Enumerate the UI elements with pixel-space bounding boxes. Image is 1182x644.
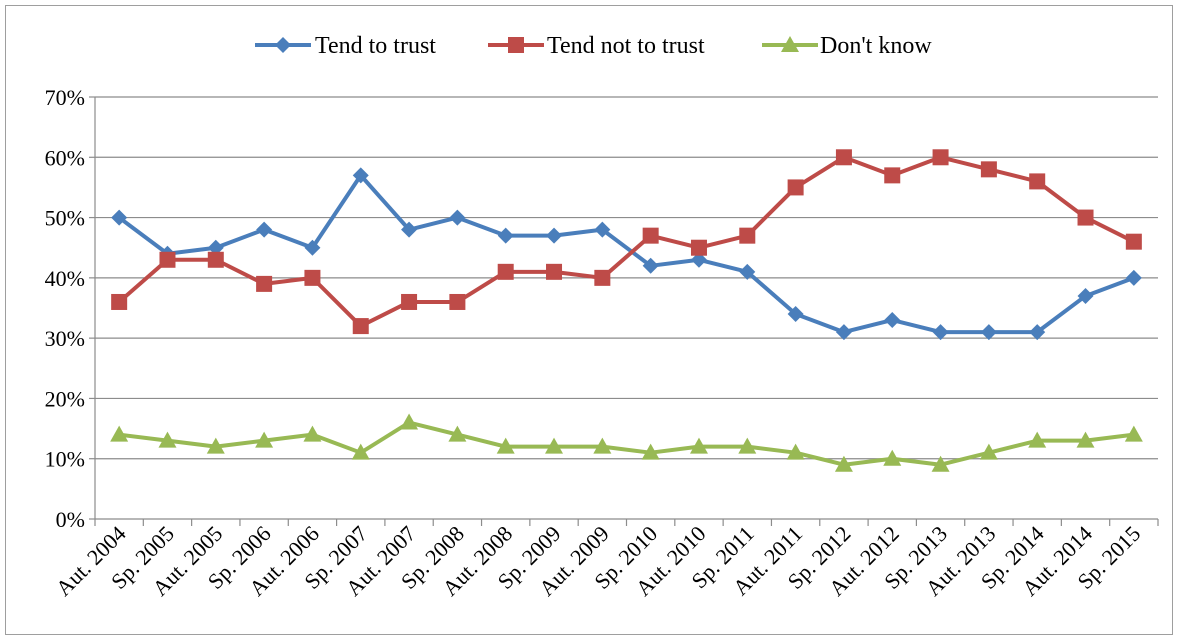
tend-not-to-trust-point — [884, 167, 901, 184]
tend-not-to-trust-point — [449, 293, 466, 310]
tend-not-to-trust-point — [690, 239, 707, 256]
tend-to-trust-point — [256, 221, 273, 238]
y-tick-label: 30% — [45, 326, 85, 351]
tend-to-trust-point — [207, 239, 224, 256]
tend-to-trust-point — [546, 227, 563, 244]
tend-not-to-trust-point — [1029, 173, 1046, 190]
tend-not-to-trust-point — [304, 269, 321, 286]
tend-to-trust-point — [739, 263, 756, 280]
don-t-know-point — [593, 437, 612, 454]
don-t-know-point — [931, 455, 950, 472]
legend-tend-to-trust-point — [275, 37, 291, 53]
series-tend-not-to-trust — [111, 149, 1142, 335]
tend-to-trust-point — [1077, 287, 1094, 304]
don-t-know-point — [786, 443, 805, 460]
legend-item-tend-to-trust: Tend to trust — [255, 33, 436, 59]
tend-to-trust-point — [304, 239, 321, 256]
series-group — [110, 149, 1143, 472]
don-t-know-point — [351, 443, 370, 460]
chart-frame — [5, 5, 1173, 635]
don-t-know-point — [738, 437, 757, 454]
legend-label: Tend to trust — [315, 33, 436, 59]
y-tick-label: 50% — [45, 206, 85, 231]
don-t-know-point — [834, 455, 853, 472]
tend-not-to-trust-point — [352, 318, 369, 335]
tend-to-trust-point — [352, 167, 369, 184]
y-axis: 0% 10% 20% 30% 40% 50% 60% 70% — [45, 85, 96, 532]
tend-to-trust-point — [111, 209, 128, 226]
tend-to-trust-point — [884, 312, 901, 329]
tend-to-trust-point — [932, 324, 949, 341]
y-tick-label: 10% — [45, 447, 85, 472]
don-t-know-point — [496, 437, 515, 454]
legend-don-t-know-point — [781, 36, 799, 52]
series-line-don-t-know — [118, 420, 1135, 467]
series-line-tend-to-trust — [117, 173, 1135, 335]
tend-to-trust-point — [642, 257, 659, 274]
y-tick-label: 0% — [56, 507, 85, 532]
don-t-know-point — [158, 431, 177, 448]
tend-not-to-trust-point — [739, 227, 756, 244]
don-t-know-point — [1028, 431, 1047, 448]
don-t-know-point — [1124, 425, 1143, 442]
tend-to-trust-point — [401, 221, 418, 238]
tend-not-to-trust-point — [594, 269, 611, 286]
tend-to-trust-point — [980, 324, 997, 341]
legend-label: Tend not to trust — [547, 33, 705, 59]
tend-to-trust-point — [497, 227, 514, 244]
tend-to-trust-point — [690, 251, 707, 268]
don-t-know-point — [110, 425, 129, 442]
legend: Tend to trust Tend not to trust Don't know — [255, 33, 932, 59]
tend-to-trust-point — [1125, 269, 1142, 286]
series-line-tend-not-to-trust — [117, 155, 1135, 329]
tend-not-to-trust-point — [256, 275, 273, 292]
tend-not-to-trust-point — [1077, 209, 1094, 226]
y-tick-label: 40% — [45, 266, 85, 291]
tend-not-to-trust-point — [932, 149, 949, 166]
don-t-know-point — [883, 449, 902, 466]
don-t-know-point — [255, 431, 274, 448]
tend-not-to-trust-point — [401, 293, 418, 310]
tend-not-to-trust-point — [787, 179, 804, 196]
don-t-know-point — [641, 443, 660, 460]
tend-to-trust-point — [1029, 324, 1046, 341]
don-t-know-point — [689, 437, 708, 454]
legend-tend-not-to-trust-point — [508, 37, 524, 53]
don-t-know-point — [303, 425, 322, 442]
tend-not-to-trust-point — [111, 293, 128, 310]
tend-not-to-trust-point — [497, 263, 514, 280]
don-t-know-point — [206, 437, 225, 454]
tend-not-to-trust-point — [159, 251, 176, 268]
series-tend-to-trust — [111, 167, 1142, 341]
tend-to-trust-point — [449, 209, 466, 226]
don-t-know-point — [545, 437, 564, 454]
tend-not-to-trust-point — [1125, 233, 1142, 250]
tend-to-trust-point — [787, 306, 804, 323]
tend-not-to-trust-point — [980, 161, 997, 178]
tend-not-to-trust-point — [642, 227, 659, 244]
series-don-t-know — [110, 413, 1143, 472]
y-tick-label: 70% — [45, 85, 85, 110]
don-t-know-point — [448, 425, 467, 442]
tend-to-trust-point — [594, 221, 611, 238]
legend-label: Don't know — [820, 33, 932, 59]
tend-to-trust-point — [835, 324, 852, 341]
y-tick-label: 20% — [45, 386, 85, 411]
tend-not-to-trust-point — [546, 263, 563, 280]
don-t-know-point — [1076, 431, 1095, 448]
don-t-know-point — [400, 413, 419, 430]
legend-item-tend-not-to-trust: Tend not to trust — [488, 33, 705, 59]
tend-not-to-trust-point — [835, 149, 852, 166]
tend-not-to-trust-point — [207, 251, 224, 268]
y-tick-label: 60% — [45, 145, 85, 170]
legend-item-don-t-know: Don't know — [762, 33, 932, 59]
don-t-know-point — [979, 443, 998, 460]
